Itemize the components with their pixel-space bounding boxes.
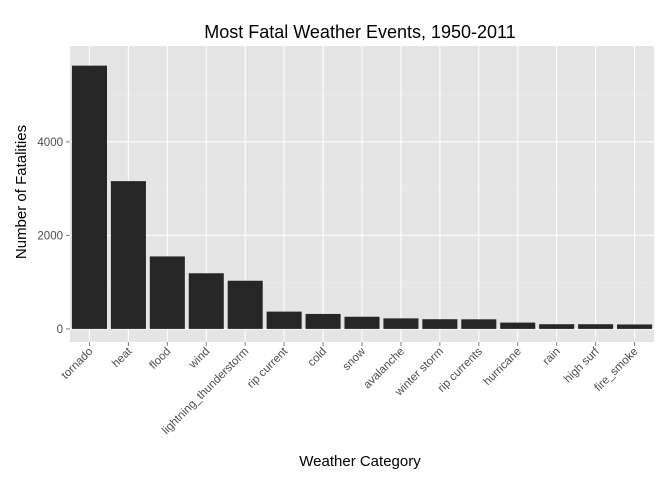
x-tick-label: rain: [541, 346, 563, 368]
bar-rip-current: [266, 311, 302, 329]
bar-flood: [149, 256, 185, 329]
bars: [71, 65, 653, 329]
x-tick-label: hurricane: [481, 346, 523, 388]
bar-wind: [188, 273, 224, 329]
bar-rain: [539, 324, 575, 329]
y-axis: 0 2000 4000: [37, 137, 70, 336]
bar-avalanche: [383, 318, 419, 329]
bar-snow: [344, 316, 380, 329]
bar-winter-storm: [422, 319, 458, 329]
y-tick-label: 2000: [37, 230, 63, 242]
bar-rip-currents: [461, 319, 497, 329]
bar-tornado: [71, 65, 107, 329]
x-tick-label: rip current: [245, 345, 291, 391]
x-tick-label: high surf: [562, 345, 602, 385]
x-tick-label: cold: [306, 346, 329, 369]
bar-heat: [110, 181, 146, 329]
x-axis-label: Weather Category: [299, 453, 421, 470]
bar-cold: [305, 313, 341, 329]
bar-hurricane: [500, 322, 536, 329]
x-tick-label: flood: [147, 346, 173, 372]
y-axis-label: Number of Fatalities: [13, 125, 30, 259]
bar-fire-smoke: [617, 324, 653, 329]
x-tick-label: snow: [341, 345, 369, 373]
x-tick-label: tornado: [60, 346, 96, 382]
y-tick-label: 4000: [37, 137, 63, 149]
x-tick-label: heat: [110, 345, 135, 370]
chart-title: Most Fatal Weather Events, 1950-2011: [204, 22, 516, 42]
y-tick-label: 0: [57, 324, 63, 336]
x-axis: tornado heat flood windlightning_thundersto…: [60, 342, 641, 437]
bar-lightning-thunderstorm: [227, 280, 263, 329]
bar-high-surf: [578, 324, 614, 329]
x-tick-label: wind: [186, 346, 212, 372]
